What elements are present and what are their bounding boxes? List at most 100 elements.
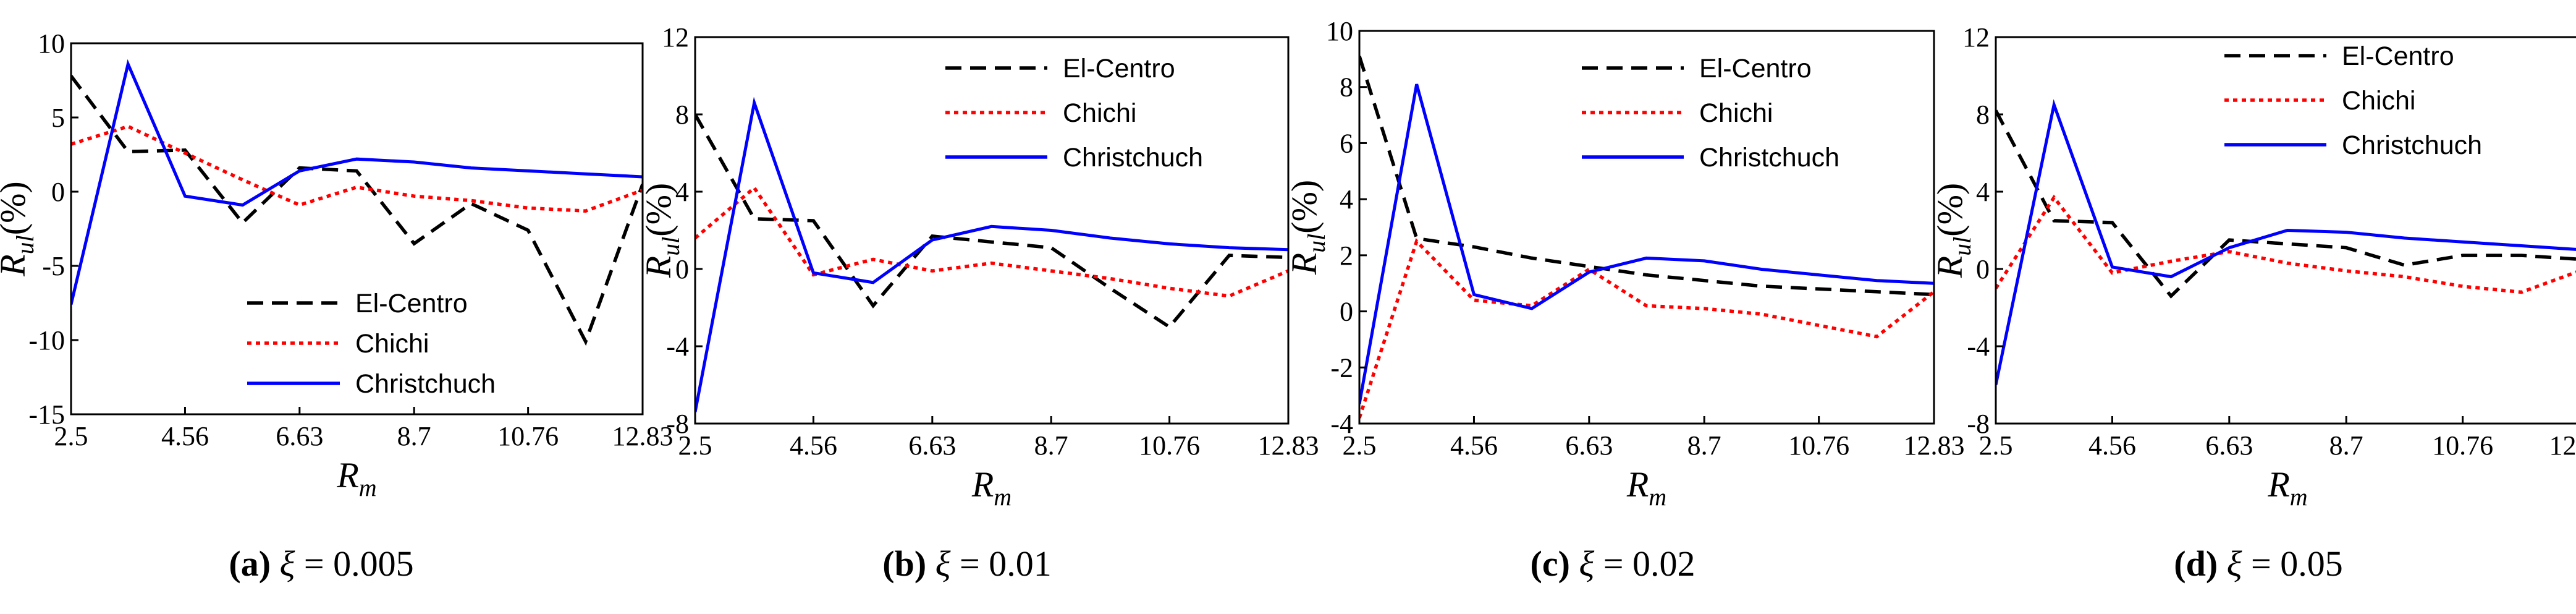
caption-panel-label: (a) bbox=[229, 544, 271, 584]
panel-d: 2.5 4.56 6.63 8.7 10.76 12.83 -8 -4 0 4 8 12 Rm Rul(%… bbox=[1930, 0, 2576, 614]
series-line-chichi bbox=[1359, 238, 1934, 419]
caption-value: = 0.02 bbox=[1594, 544, 1696, 584]
y-tick-label: 0 bbox=[675, 254, 689, 284]
panel-c: 2.5 4.56 6.63 8.7 10.76 12.83 -4 -2 0 2 4 6 8 10 Rm Rul… bbox=[1284, 0, 1965, 614]
legend-label-chichi: Chichi bbox=[1063, 98, 1137, 128]
x-axis-label: Rm bbox=[336, 455, 376, 501]
chart-svg: 2.5 4.56 6.63 8.7 10.76 12.83 -8 -4 0 4 8 12 Rm Rul(%… bbox=[1930, 22, 2576, 511]
panel-caption: (c) ξ = 0.02 bbox=[1291, 543, 1934, 584]
plot-frame bbox=[70, 42, 644, 416]
caption-symbol: ξ bbox=[935, 544, 951, 584]
panel-caption: (b) ξ = 0.01 bbox=[646, 543, 1288, 584]
y-tick-label: 0 bbox=[1340, 297, 1353, 327]
y-tick-label: -15 bbox=[28, 399, 65, 430]
y-axis-label: Rul(%) bbox=[1284, 180, 1330, 276]
series-line-el-centro bbox=[1996, 109, 2576, 299]
y-tick-label: 8 bbox=[675, 100, 689, 130]
legend-label-el-centro: El-Centro bbox=[2342, 41, 2454, 71]
series-line-chichi bbox=[1996, 194, 2576, 294]
series-line-chichi bbox=[695, 185, 1288, 298]
x-tick-label: 8.7 bbox=[2329, 430, 2363, 461]
caption-symbol: ξ bbox=[2226, 544, 2242, 584]
y-tick-label: 5 bbox=[51, 103, 65, 133]
x-tick-label: 6.63 bbox=[1565, 430, 1613, 461]
series-line-christchuch bbox=[695, 96, 1288, 412]
y-tick-label: -8 bbox=[1967, 409, 1990, 439]
x-tick-label: 12.83 bbox=[2549, 430, 2576, 461]
chart-svg: 2.5 4.56 6.63 8.7 10.76 12.83 -4 -2 0 2 4 6 8 10 Rm Rul… bbox=[1284, 16, 1965, 511]
y-tick-label: 10 bbox=[1326, 16, 1353, 46]
y-axis-label: Rul(%) bbox=[638, 183, 685, 279]
y-tick-label: -2 bbox=[1330, 352, 1353, 383]
x-tick-label: 10.76 bbox=[497, 421, 559, 451]
x-tick-label: 4.56 bbox=[790, 430, 837, 461]
y-tick-label: 6 bbox=[1340, 128, 1353, 158]
panel-caption: (a) ξ = 0.005 bbox=[0, 543, 643, 584]
legend-label-christchuch: Christchuch bbox=[1063, 143, 1203, 173]
y-tick-label: 12 bbox=[662, 22, 689, 53]
legend-label-el-centro: El-Centro bbox=[1699, 54, 1812, 83]
y-tick-label: 2 bbox=[1340, 241, 1353, 271]
x-tick-label: 6.63 bbox=[276, 421, 323, 451]
x-tick-label: 4.56 bbox=[1450, 430, 1498, 461]
x-tick-label: 2.5 bbox=[678, 430, 712, 461]
y-tick-label: -8 bbox=[666, 409, 689, 439]
y-axis-label: Rul(%) bbox=[0, 181, 39, 277]
y-tick-label: 4 bbox=[1340, 184, 1353, 215]
legend-label-chichi: Chichi bbox=[355, 329, 429, 359]
x-tick-label: 2.5 bbox=[1979, 430, 2013, 461]
chart-svg: 2.5 4.56 6.63 8.7 10.76 12.83 -15 -10 -5 0 5 10 Rm Ru… bbox=[0, 28, 674, 501]
x-tick-label: 8.7 bbox=[1034, 430, 1068, 461]
panel-b: 2.5 4.56 6.63 8.7 10.76 12.83 -8 -4 0 4 8 12 Rm Rul(%… bbox=[638, 0, 1319, 614]
panel-caption: (d) ξ = 0.05 bbox=[1937, 543, 2576, 584]
legend-label-chichi: Chichi bbox=[2342, 86, 2416, 116]
series-line-el-centro bbox=[1359, 55, 1934, 297]
legend-label-christchuch: Christchuch bbox=[1699, 143, 1839, 173]
x-axis-label: Rm bbox=[971, 464, 1011, 511]
y-tick-label: 12 bbox=[1962, 22, 1990, 53]
series-line-christchuch bbox=[1996, 99, 2576, 386]
caption-value: = 0.05 bbox=[2242, 544, 2343, 584]
x-tick-label: 4.56 bbox=[161, 421, 209, 451]
x-tick-label: 6.63 bbox=[2205, 430, 2253, 461]
y-tick-label: -5 bbox=[42, 251, 65, 281]
series-line-christchuch bbox=[71, 59, 643, 305]
legend-label-christchuch: Christchuch bbox=[2342, 130, 2482, 160]
panel-a: 2.5 4.56 6.63 8.7 10.76 12.83 -15 -10 -5 0 5 10 Rm Ru… bbox=[0, 0, 674, 614]
legend-label-el-centro: El-Centro bbox=[355, 289, 468, 318]
x-axis-label: Rm bbox=[1626, 464, 1666, 511]
caption-value: = 0.005 bbox=[295, 544, 414, 584]
caption-symbol: ξ bbox=[279, 544, 295, 584]
chart-svg: 2.5 4.56 6.63 8.7 10.76 12.83 -8 -4 0 4 8 12 Rm Rul(%… bbox=[638, 22, 1319, 511]
x-tick-label: 12.83 bbox=[1904, 430, 1965, 461]
legend-label-christchuch: Christchuch bbox=[355, 369, 496, 399]
x-tick-label: 8.7 bbox=[397, 421, 431, 451]
x-tick-label: 8.7 bbox=[1687, 430, 1721, 461]
y-tick-label: -4 bbox=[1330, 409, 1353, 439]
y-tick-label: -10 bbox=[28, 325, 65, 356]
x-tick-label: 12.83 bbox=[1258, 430, 1319, 461]
plot-frame bbox=[1358, 30, 1935, 425]
caption-panel-label: (c) bbox=[1530, 544, 1570, 584]
plot-frame bbox=[694, 36, 1290, 425]
y-tick-label: 4 bbox=[675, 177, 689, 207]
x-axis-label: Rm bbox=[2267, 464, 2307, 511]
x-tick-label: 10.76 bbox=[2432, 430, 2493, 461]
caption-panel-label: (b) bbox=[882, 544, 927, 584]
caption-panel-label: (d) bbox=[2174, 544, 2218, 584]
y-tick-label: 8 bbox=[1976, 100, 1990, 130]
caption-value: = 0.01 bbox=[950, 544, 1052, 584]
y-tick-label: 0 bbox=[51, 177, 65, 207]
legend-label-chichi: Chichi bbox=[1699, 98, 1773, 128]
y-tick-label: 8 bbox=[1340, 72, 1353, 103]
x-tick-label: 10.76 bbox=[1788, 430, 1849, 461]
plot-frame bbox=[1995, 36, 2576, 425]
caption-symbol: ξ bbox=[1579, 544, 1595, 584]
y-tick-label: -4 bbox=[1967, 331, 1990, 362]
x-tick-label: 6.63 bbox=[908, 430, 956, 461]
y-tick-label: 4 bbox=[1976, 177, 1990, 207]
x-tick-label: 12.83 bbox=[612, 421, 674, 451]
y-axis-label: Rul(%) bbox=[1930, 183, 1976, 279]
series-line-chichi bbox=[71, 124, 643, 213]
x-tick-label: 2.5 bbox=[54, 421, 88, 451]
